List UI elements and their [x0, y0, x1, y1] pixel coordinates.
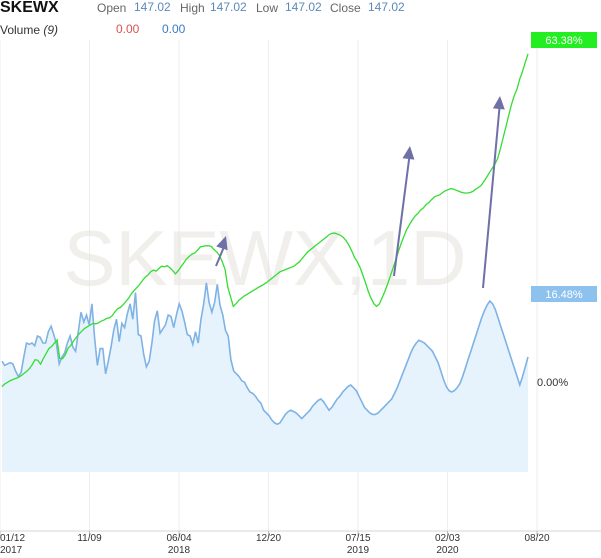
volume-line [1, 282, 529, 426]
volume-value-2: 0.00 [162, 22, 186, 36]
price-end-label: 63.38% [545, 35, 583, 47]
x-tick-year: 2019 [347, 545, 370, 556]
price-line [1, 53, 529, 388]
x-tick-year: 2020 [436, 545, 459, 556]
low-value: 147.02 [285, 0, 322, 14]
y-tick-label: 0.00% [537, 377, 568, 389]
annotation-arrowhead-1 [216, 236, 228, 251]
annotation-arrow-2 [393, 151, 411, 277]
x-tick-year: 2018 [168, 545, 191, 556]
legend-header: SKEWX Open 147.02 High 147.02 Low 147.02… [0, 0, 601, 40]
x-tick-label: 11/09 [77, 533, 102, 544]
x-tick-label: 12/20 [256, 533, 281, 544]
symbol-title: SKEWX [0, 0, 59, 16]
price-end-badge-bg [531, 32, 597, 48]
high-label: High [180, 1, 205, 15]
volume-label: Volume (9) [0, 23, 59, 37]
annotation-arrows [215, 96, 505, 289]
x-tick-label: 08/20 [524, 533, 549, 544]
x-tick-label: 06/04 [166, 533, 191, 544]
volume-area [2, 282, 528, 472]
close-label: Close [330, 1, 361, 15]
annotation-arrowhead-2 [402, 146, 415, 160]
high-value: 147.02 [210, 0, 247, 14]
volume-end-label: 16.48% [545, 289, 583, 301]
watermark: SKEWX,1D [63, 214, 466, 302]
x-tick-label: 02/03 [435, 533, 460, 544]
x-tick-label: 01/12 [0, 533, 25, 544]
annotation-arrowhead-3 [492, 96, 505, 110]
x-tick-label: 07/15 [345, 533, 370, 544]
annotation-arrow-3 [482, 101, 501, 289]
close-value: 147.02 [368, 0, 405, 14]
volume-value-1: 0.00 [116, 22, 140, 36]
volume-end-badge: 16.48% [531, 286, 597, 302]
volume-end-badge-bg [531, 286, 597, 302]
open-value: 147.02 [134, 0, 171, 14]
x-tick-year: 2017 [0, 545, 23, 556]
open-label: Open [97, 1, 127, 15]
price-end-badge: 63.38% [531, 32, 597, 48]
low-label: Low [256, 1, 279, 15]
